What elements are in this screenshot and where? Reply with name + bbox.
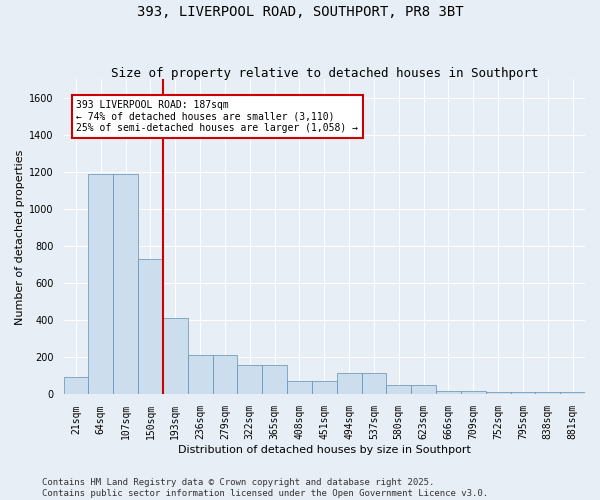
X-axis label: Distribution of detached houses by size in Southport: Distribution of detached houses by size … — [178, 445, 470, 455]
Bar — [485, 392, 511, 394]
Y-axis label: Number of detached properties: Number of detached properties — [15, 149, 25, 324]
Bar — [312, 382, 337, 394]
Bar — [411, 385, 436, 394]
Bar — [386, 385, 411, 394]
Bar — [461, 392, 485, 394]
Bar — [337, 373, 362, 394]
Text: Contains HM Land Registry data © Crown copyright and database right 2025.
Contai: Contains HM Land Registry data © Crown c… — [42, 478, 488, 498]
Bar — [436, 392, 461, 394]
Bar — [188, 354, 212, 395]
Bar — [138, 259, 163, 394]
Bar — [238, 365, 262, 394]
Text: 393, LIVERPOOL ROAD, SOUTHPORT, PR8 3BT: 393, LIVERPOOL ROAD, SOUTHPORT, PR8 3BT — [137, 5, 463, 19]
Bar — [64, 377, 88, 394]
Bar — [362, 373, 386, 394]
Bar — [113, 174, 138, 394]
Bar — [262, 365, 287, 394]
Bar — [212, 354, 238, 395]
Title: Size of property relative to detached houses in Southport: Size of property relative to detached ho… — [110, 66, 538, 80]
Bar — [287, 382, 312, 394]
Bar — [88, 174, 113, 394]
Text: 393 LIVERPOOL ROAD: 187sqm
← 74% of detached houses are smaller (3,110)
25% of s: 393 LIVERPOOL ROAD: 187sqm ← 74% of deta… — [76, 100, 358, 133]
Bar — [535, 392, 560, 394]
Bar — [511, 392, 535, 394]
Bar — [560, 392, 585, 394]
Bar — [163, 318, 188, 394]
